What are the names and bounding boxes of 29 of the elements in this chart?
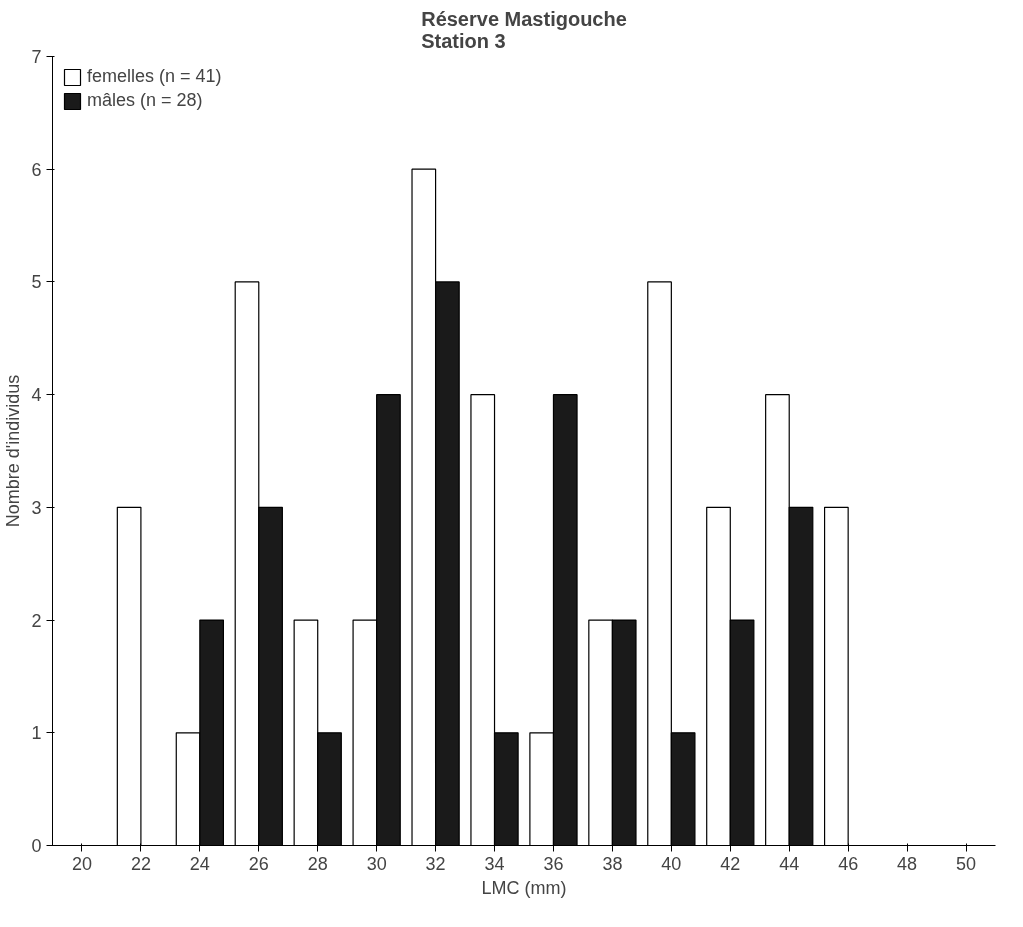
y-axis-title: Nombre d'individus <box>3 374 24 528</box>
x-tick-label: 22 <box>130 853 151 874</box>
y-tick-label: 5 <box>31 272 42 293</box>
x-tick-label: 36 <box>543 853 564 874</box>
x-tick-label: 32 <box>425 853 446 874</box>
x-tick-label: 44 <box>779 853 800 874</box>
legend-label: femelles (n = 41) <box>87 66 222 87</box>
y-tick-label: 1 <box>31 723 42 744</box>
y-tick-label: 4 <box>31 385 42 406</box>
x-tick-label: 34 <box>484 853 505 874</box>
y-tick-label: 3 <box>31 497 42 518</box>
x-tick-label: 30 <box>366 853 387 874</box>
x-tick-label: 28 <box>307 853 328 874</box>
x-axis-title: LMC (mm) <box>481 877 567 898</box>
chart-title: Réserve Mastigouche Station 3 <box>421 7 627 52</box>
x-tick-label: 26 <box>248 853 269 874</box>
x-tick-label: 42 <box>720 853 741 874</box>
x-tick-label: 48 <box>897 853 918 874</box>
x-tick-label: 40 <box>661 853 682 874</box>
y-tick-label: 2 <box>31 610 42 631</box>
x-tick-label: 24 <box>189 853 210 874</box>
legend-label: mâles (n = 28) <box>87 90 203 111</box>
y-tick-label: 6 <box>31 159 42 180</box>
x-tick-label: 50 <box>956 853 977 874</box>
y-tick-label: 0 <box>31 836 42 856</box>
x-tick-label: 38 <box>602 853 623 874</box>
x-tick-label: 46 <box>838 853 859 874</box>
y-tick-label: 7 <box>31 47 42 67</box>
x-tick-label: 20 <box>71 853 92 874</box>
